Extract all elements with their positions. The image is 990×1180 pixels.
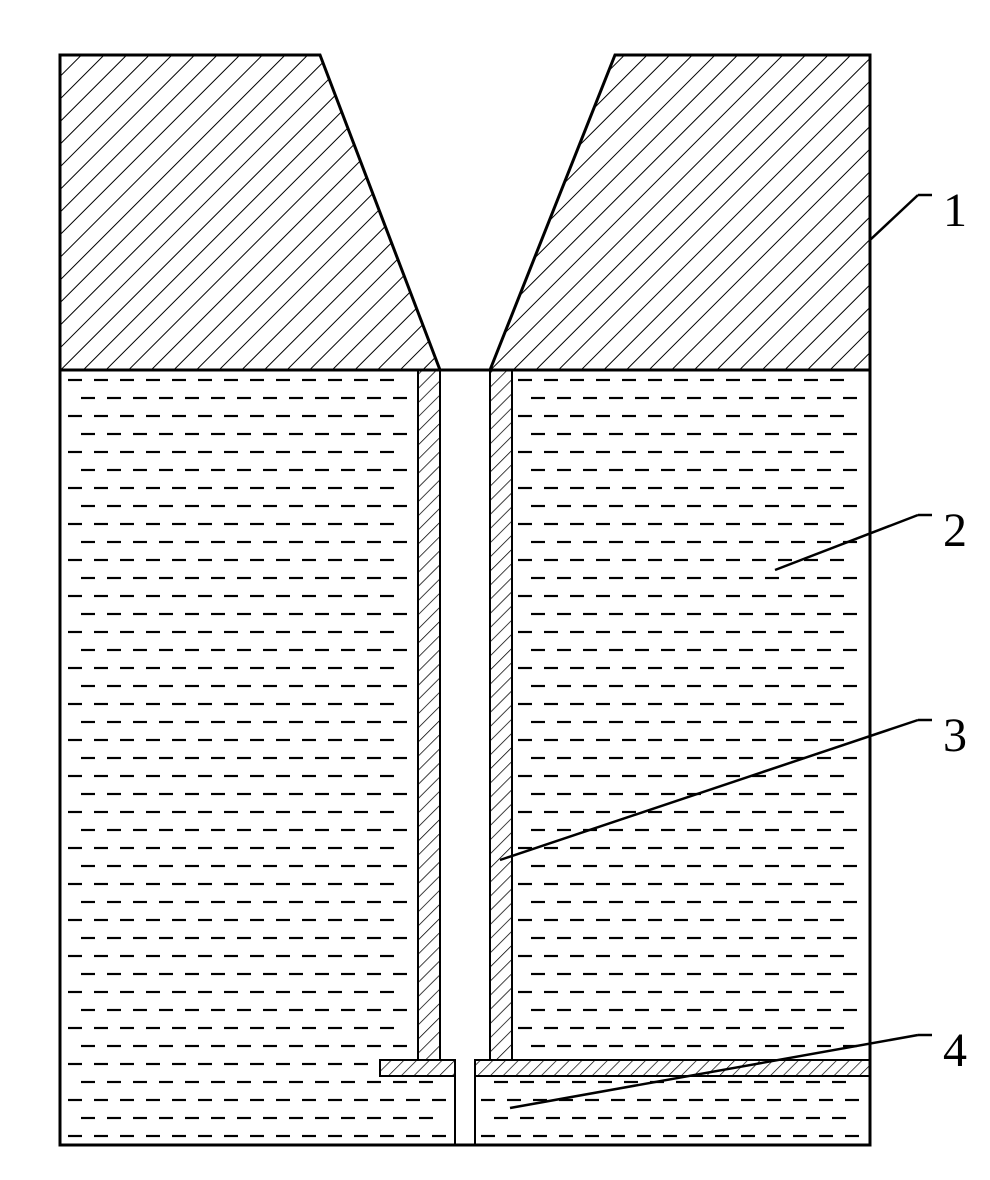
label-3: 3 <box>943 709 967 762</box>
body-dash-fill <box>68 380 859 1136</box>
funnel-region <box>60 55 870 370</box>
bottom-plate-region <box>380 1060 870 1146</box>
pipe-region <box>418 370 512 1060</box>
label-1: 1 <box>943 184 967 237</box>
label-2: 2 <box>943 504 967 557</box>
label-4: 4 <box>943 1024 967 1077</box>
